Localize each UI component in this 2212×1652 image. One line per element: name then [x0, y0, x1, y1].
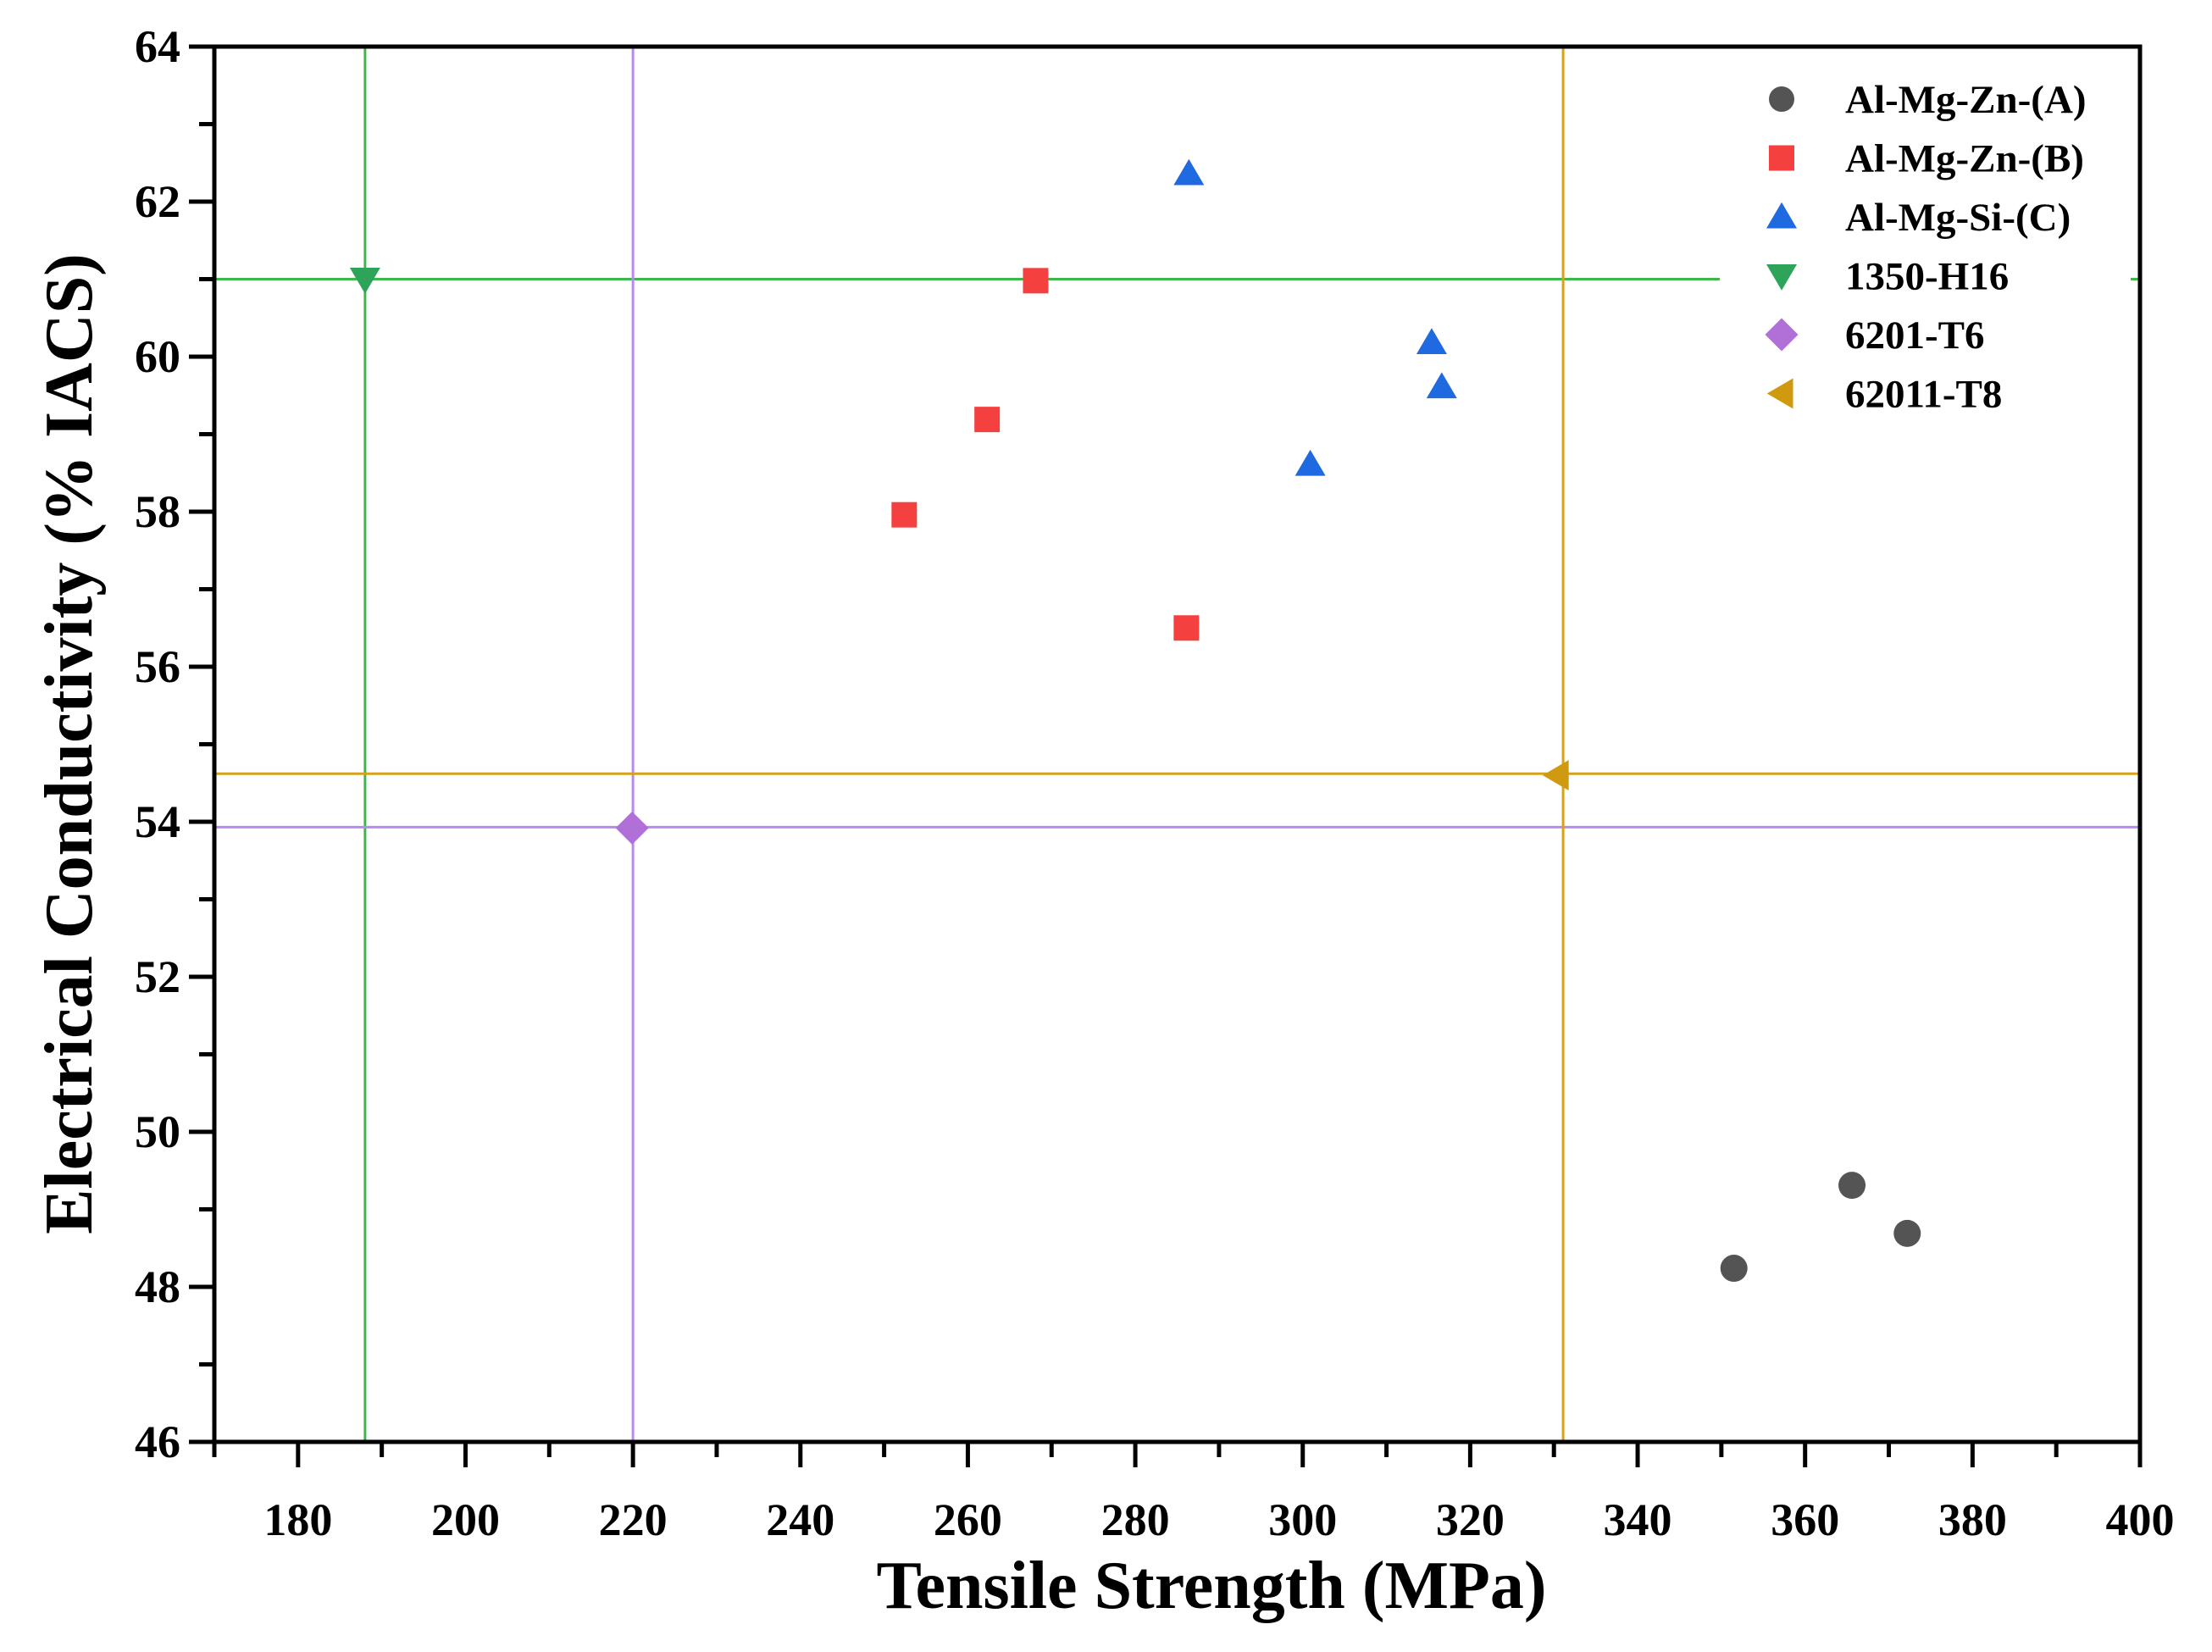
x-tick-label: 360: [1771, 1494, 1839, 1545]
x-tick-label: 220: [599, 1494, 668, 1545]
data-point: [1173, 158, 1205, 186]
y-tick-label: 60: [135, 331, 180, 382]
data-points: [349, 158, 1921, 1283]
x-tick-label: 240: [766, 1494, 834, 1545]
y-tick-label: 50: [135, 1106, 180, 1157]
data-point: [1023, 268, 1049, 294]
y-tick-label: 52: [135, 951, 180, 1002]
legend-marker: [1766, 378, 1793, 409]
legend-label: 1350-H16: [1845, 255, 2009, 299]
x-tick-label: 200: [431, 1494, 500, 1545]
legend-marker: [1769, 145, 1794, 171]
data-point: [1720, 1255, 1748, 1283]
y-axis-title: Electrical Conductivity (% IACS): [32, 253, 107, 1234]
y-tick-label: 62: [135, 176, 180, 227]
data-point: [349, 268, 380, 294]
legend-background: [1720, 59, 2131, 432]
legend: Al-Mg-Zn-(A) Al-Mg-Zn-(B) Al-Mg-Si-(C) 1350…: [1765, 78, 2087, 417]
reference-lines: [214, 47, 2140, 1442]
legend-label: 6201-T6: [1845, 313, 1985, 358]
legend-label: Al-Mg-Si-(C): [1845, 196, 2071, 240]
legend-marker: [1765, 318, 1799, 352]
data-point: [1893, 1219, 1921, 1247]
data-point: [1838, 1172, 1866, 1200]
legend-label: 62011-T8: [1845, 373, 2002, 417]
x-tick-label: 180: [263, 1494, 332, 1545]
data-point: [1426, 372, 1457, 399]
data-point: [1173, 615, 1200, 641]
data-point: [615, 811, 649, 845]
x-tick-label: 280: [1101, 1494, 1170, 1545]
x-axis-title: Tensile Strength (MPa): [876, 1549, 1546, 1623]
legend-marker: [1769, 86, 1794, 112]
x-tick-label: 320: [1436, 1494, 1505, 1545]
y-tick-label: 48: [135, 1261, 180, 1312]
x-tick-label: 400: [2106, 1494, 2175, 1545]
y-tick-label: 64: [135, 21, 180, 72]
legend-marker: [1766, 202, 1797, 229]
x-tick-label: 380: [1938, 1494, 2007, 1545]
data-point: [1542, 760, 1569, 791]
x-tick-label: 260: [934, 1494, 1002, 1545]
legend-marker: [1766, 264, 1797, 291]
legend-label: Al-Mg-Zn-(A): [1845, 78, 2087, 122]
x-axis: 180 200 220 240 260 280 300 320 340 360 380 400: [212, 1442, 2175, 1545]
data-point: [974, 407, 1001, 433]
x-tick-label: 340: [1604, 1494, 1672, 1545]
y-tick-label: 46: [135, 1416, 180, 1467]
legend-label: Al-Mg-Zn-(B): [1845, 137, 2084, 181]
data-point: [1294, 449, 1326, 476]
y-tick-label: 54: [135, 796, 180, 847]
y-axis: 46 48 50 52 54 56 58 60 62 64: [135, 21, 214, 1467]
x-tick-label: 300: [1268, 1494, 1337, 1545]
data-point: [891, 502, 918, 528]
y-tick-label: 56: [135, 641, 180, 692]
data-point: [1416, 328, 1447, 355]
legend-box: [1720, 59, 2131, 432]
y-tick-label: 58: [135, 486, 180, 537]
